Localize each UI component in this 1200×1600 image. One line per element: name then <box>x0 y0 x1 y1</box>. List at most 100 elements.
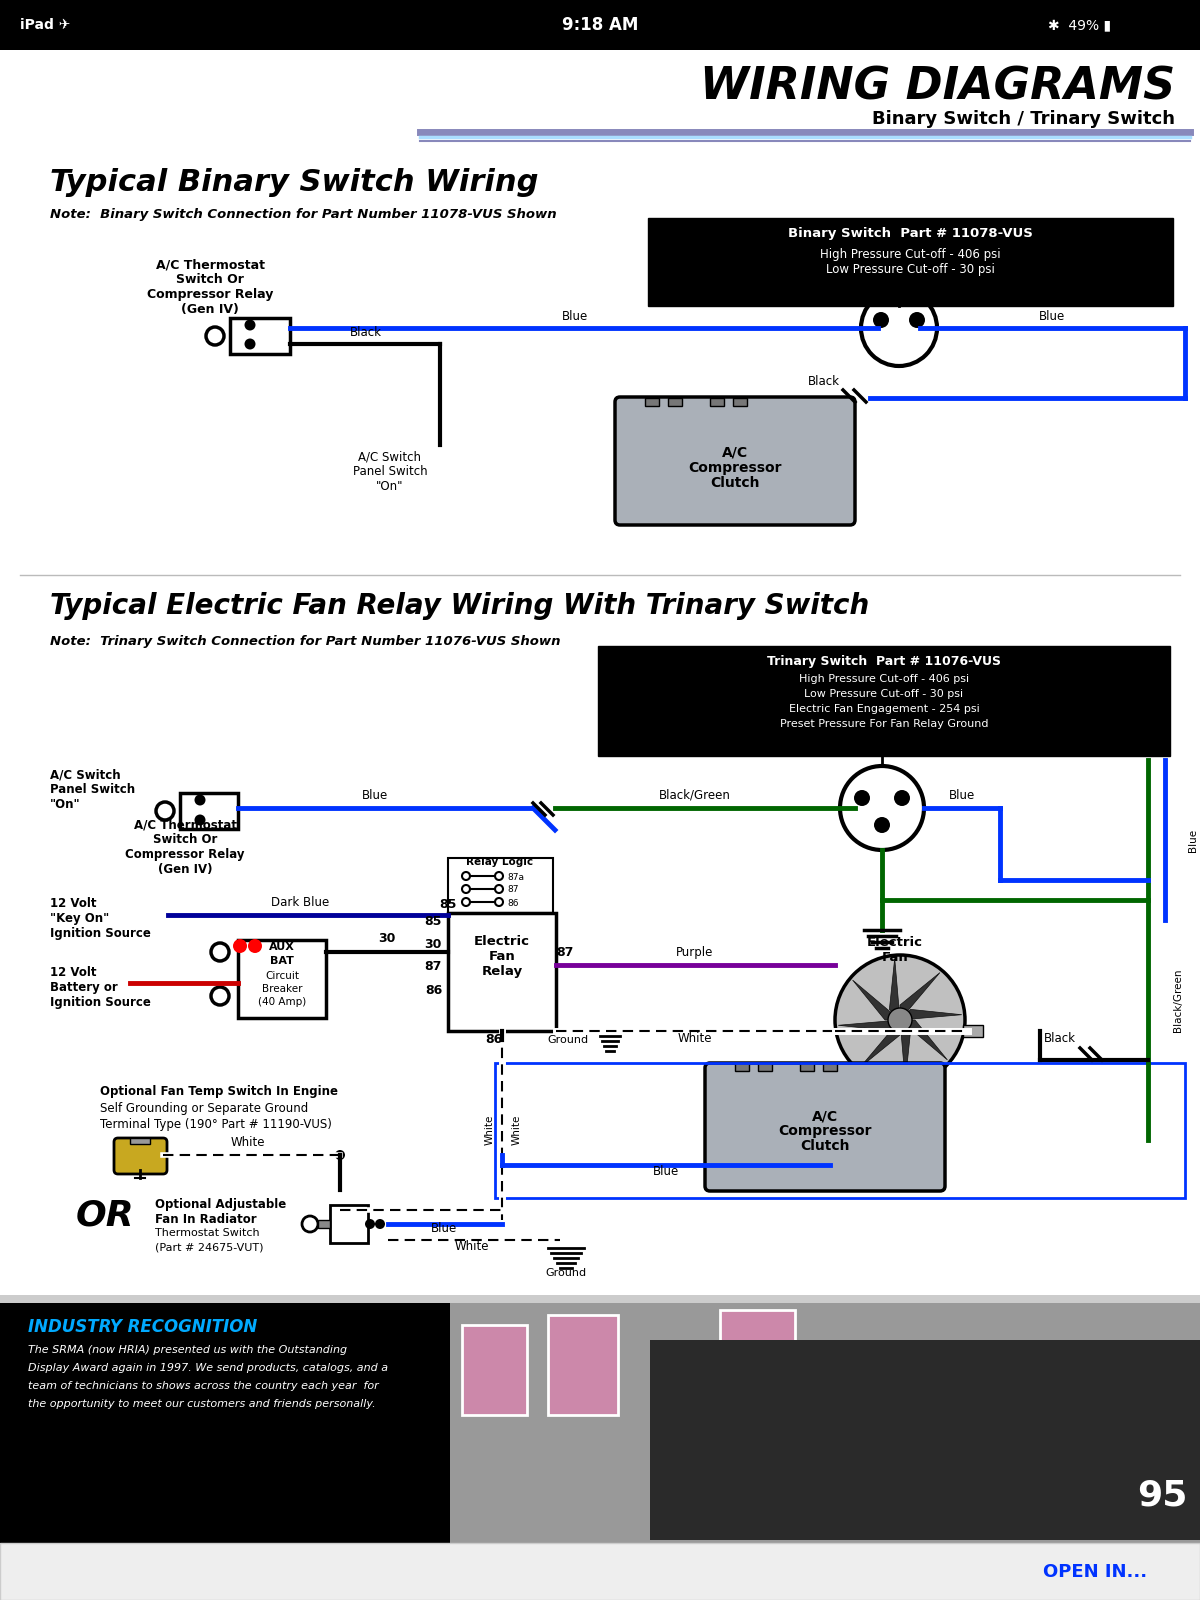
Text: Clutch: Clutch <box>800 1139 850 1154</box>
Bar <box>800 1062 814 1070</box>
Text: Low Pressure Cut-off - 30 psi: Low Pressure Cut-off - 30 psi <box>826 262 995 275</box>
Text: iPad ✈: iPad ✈ <box>20 18 71 32</box>
Text: Typical Electric Fan Relay Wiring With Trinary Switch: Typical Electric Fan Relay Wiring With T… <box>50 592 869 619</box>
Text: A/C: A/C <box>812 1109 838 1123</box>
Text: White: White <box>455 1240 490 1253</box>
Text: Terminal Type (190° Part # 11190-VUS): Terminal Type (190° Part # 11190-VUS) <box>100 1118 332 1131</box>
Text: Breaker: Breaker <box>262 984 302 994</box>
Text: team of technicians to shows across the country each year  for: team of technicians to shows across the … <box>28 1381 379 1390</box>
Circle shape <box>233 939 247 954</box>
Circle shape <box>248 939 262 954</box>
Text: 9:18 AM: 9:18 AM <box>562 16 638 34</box>
Text: AUX: AUX <box>269 942 295 952</box>
Circle shape <box>854 790 870 806</box>
Bar <box>448 858 553 914</box>
FancyBboxPatch shape <box>616 397 854 525</box>
Text: Electric: Electric <box>866 936 923 949</box>
Text: High Pressure Cut-off - 406 psi: High Pressure Cut-off - 406 psi <box>799 674 970 685</box>
Text: White: White <box>230 1136 265 1149</box>
Bar <box>462 1325 527 1414</box>
Circle shape <box>888 1008 912 1032</box>
Circle shape <box>835 955 965 1085</box>
Bar <box>496 1062 1186 1198</box>
Text: Fan: Fan <box>882 950 908 963</box>
Text: 86: 86 <box>485 1034 502 1046</box>
Text: Switch Or: Switch Or <box>176 274 244 286</box>
Circle shape <box>894 790 910 806</box>
Text: A/C Thermostat: A/C Thermostat <box>133 818 236 830</box>
Text: White: White <box>512 1115 522 1146</box>
Text: Relay Logic: Relay Logic <box>467 858 534 867</box>
Bar <box>598 646 1170 757</box>
Text: Clutch: Clutch <box>710 477 760 490</box>
Bar <box>450 1302 1200 1542</box>
Text: Ground: Ground <box>547 1035 588 1045</box>
Text: Self Grounding or Separate Ground: Self Grounding or Separate Ground <box>100 1102 308 1115</box>
Text: Ignition Source: Ignition Source <box>50 995 151 1010</box>
Text: 85: 85 <box>425 915 442 928</box>
Text: OPEN IN...: OPEN IN... <box>1043 1563 1147 1581</box>
Text: ✱  49% ▮: ✱ 49% ▮ <box>1049 18 1111 32</box>
Text: 85: 85 <box>439 898 457 910</box>
Text: Switch Or: Switch Or <box>152 834 217 846</box>
Circle shape <box>496 885 503 893</box>
Circle shape <box>365 1219 374 1229</box>
Text: 12 Volt: 12 Volt <box>50 898 96 910</box>
Text: 30: 30 <box>425 938 442 950</box>
Bar <box>964 1026 983 1037</box>
Circle shape <box>194 814 205 826</box>
Polygon shape <box>900 1010 961 1021</box>
Text: WIRING DIAGRAMS: WIRING DIAGRAMS <box>700 66 1175 109</box>
Bar <box>130 1138 150 1144</box>
Text: Typical Binary Switch Wiring: Typical Binary Switch Wiring <box>50 168 539 197</box>
Text: Thermostat Switch: Thermostat Switch <box>155 1229 259 1238</box>
Text: Ground: Ground <box>546 1267 587 1278</box>
Text: Battery or: Battery or <box>50 981 118 994</box>
Text: A/C Switch: A/C Switch <box>50 768 121 781</box>
Bar <box>720 1310 796 1414</box>
Text: Compressor Relay: Compressor Relay <box>125 848 245 861</box>
Text: Binary Switch  Part # 11078-VUS: Binary Switch Part # 11078-VUS <box>787 227 1032 240</box>
Circle shape <box>496 872 503 880</box>
Bar <box>0 1294 1200 1302</box>
Bar <box>230 318 290 354</box>
Text: Black/Green: Black/Green <box>1174 968 1183 1032</box>
Text: 87a: 87a <box>508 872 524 882</box>
Text: Blue: Blue <box>653 1165 679 1178</box>
Text: Compressor: Compressor <box>689 461 781 475</box>
Text: Optional Adjustable: Optional Adjustable <box>155 1198 287 1211</box>
Bar <box>648 218 1174 306</box>
Text: (40 Amp): (40 Amp) <box>258 997 306 1006</box>
Text: Panel Switch: Panel Switch <box>50 782 136 795</box>
Text: "On": "On" <box>377 480 403 493</box>
Text: Compressor Relay: Compressor Relay <box>146 288 274 301</box>
Bar <box>0 1302 450 1542</box>
Polygon shape <box>839 1021 900 1030</box>
Text: High Pressure Cut-off - 406 psi: High Pressure Cut-off - 406 psi <box>820 248 1001 261</box>
Circle shape <box>462 898 470 906</box>
Bar <box>0 0 1200 50</box>
Text: Low Pressure Cut-off - 30 psi: Low Pressure Cut-off - 30 psi <box>804 690 964 699</box>
Text: A/C Switch: A/C Switch <box>359 450 421 462</box>
Bar <box>330 1205 368 1243</box>
Text: Note:  Binary Switch Connection for Part Number 11078-VUS Shown: Note: Binary Switch Connection for Part … <box>50 208 557 221</box>
Text: Relay: Relay <box>481 965 522 978</box>
Bar <box>448 914 556 1030</box>
Text: Black: Black <box>1044 1032 1076 1045</box>
FancyBboxPatch shape <box>706 1062 946 1190</box>
Text: Blue: Blue <box>562 310 588 323</box>
Bar <box>180 794 238 829</box>
Text: Preset Pressure For Fan Relay Ground: Preset Pressure For Fan Relay Ground <box>780 718 989 730</box>
Circle shape <box>874 818 890 834</box>
Bar <box>823 1062 838 1070</box>
Polygon shape <box>900 1021 911 1082</box>
Text: Panel Switch: Panel Switch <box>353 466 427 478</box>
Text: OR: OR <box>76 1198 134 1232</box>
Text: (Part # 24675-VUT): (Part # 24675-VUT) <box>155 1242 264 1251</box>
Text: White: White <box>485 1115 496 1146</box>
Text: 87: 87 <box>425 960 442 973</box>
Circle shape <box>335 1150 346 1160</box>
Text: Black/Green: Black/Green <box>659 789 731 802</box>
Bar <box>548 1315 618 1414</box>
Text: Binary Switch / Trinary Switch: Binary Switch / Trinary Switch <box>872 110 1175 128</box>
